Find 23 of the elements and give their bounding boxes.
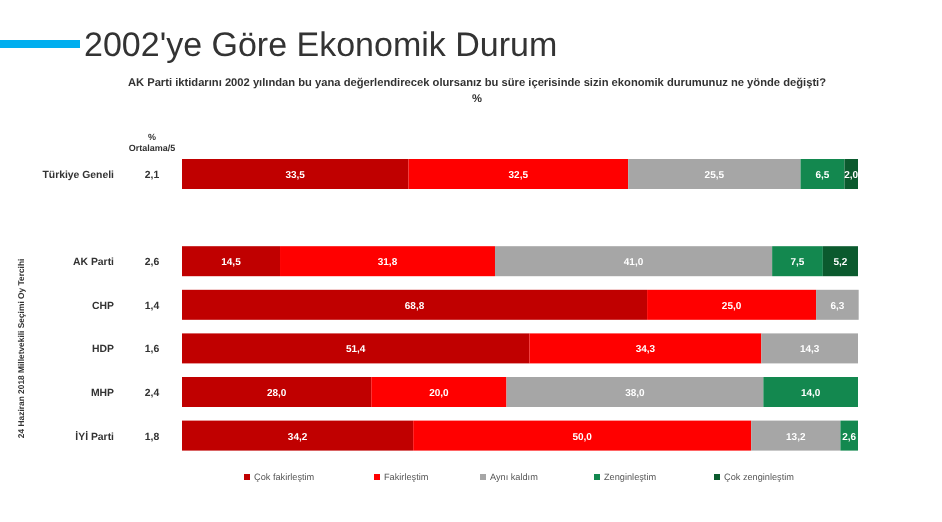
bar	[182, 333, 530, 364]
bar	[816, 289, 859, 320]
bar	[800, 159, 845, 189]
bar	[506, 377, 764, 407]
bar	[182, 420, 414, 451]
bar	[529, 333, 762, 364]
bar	[280, 246, 495, 277]
bar	[761, 333, 858, 364]
bar	[182, 377, 372, 407]
bar	[647, 289, 817, 320]
bar	[182, 159, 409, 189]
chart-title: 2002'ye Göre Ekonomik Durum	[84, 26, 558, 64]
bar	[182, 289, 648, 320]
bar	[772, 246, 823, 277]
bar	[751, 420, 841, 451]
bar	[371, 377, 507, 407]
bar	[628, 159, 801, 189]
bar	[494, 246, 773, 277]
bar	[763, 377, 858, 407]
bar	[408, 159, 629, 189]
bar	[413, 420, 752, 451]
bar	[182, 246, 281, 277]
bar	[822, 246, 858, 277]
